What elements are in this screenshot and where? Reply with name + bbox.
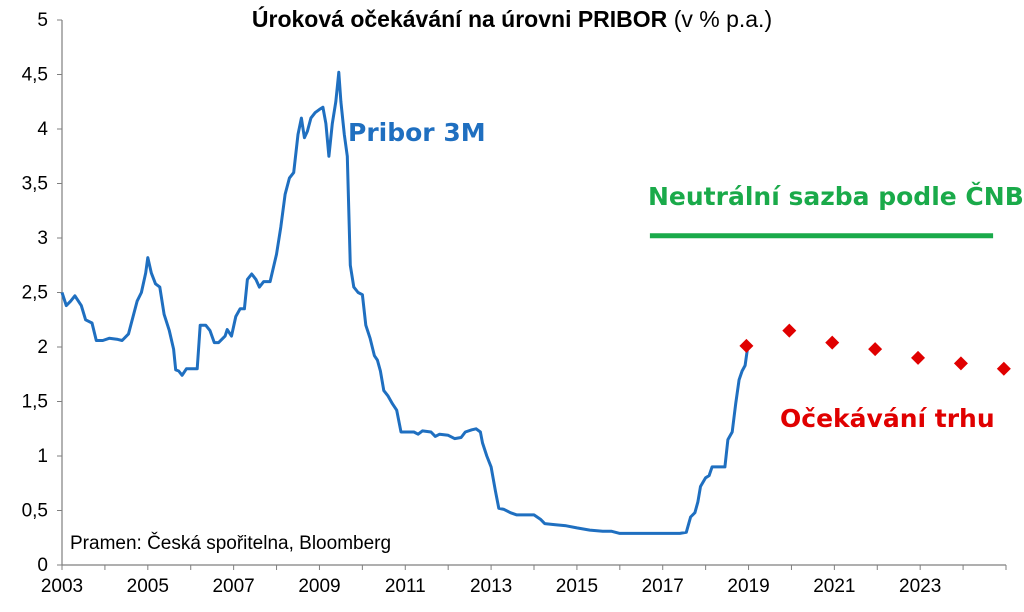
source-note: Pramen: Česká spořitelna, Bloomberg — [70, 533, 392, 554]
y-tick-label: 3 — [37, 228, 48, 249]
y-tick-label: 1 — [37, 446, 48, 467]
y-tick-label: 0,5 — [22, 501, 48, 522]
market-expectation-point — [953, 356, 968, 371]
pribor-3m-label: Pribor 3M — [348, 118, 486, 147]
market-expectation-point — [782, 323, 797, 338]
y-tick-label: 3,5 — [22, 174, 48, 195]
y-tick-label: 1,5 — [22, 392, 48, 413]
y-tick-label: 4,5 — [22, 65, 48, 86]
x-tick-label: 2015 — [556, 576, 598, 597]
neutral-rate-label: Neutrální sazba podle ČNB — [648, 182, 1024, 211]
x-tick-label: 2005 — [127, 576, 169, 597]
chart-title-main: Úroková očekávání na úrovni PRIBOR — [251, 6, 668, 32]
y-tick-label: 2,5 — [22, 283, 48, 304]
x-tick-label: 2011 — [385, 576, 426, 597]
x-tick-label: 2023 — [899, 576, 941, 597]
market-expectation-point — [825, 335, 840, 350]
chart-title: Úroková očekávání na úrovni PRIBOR (v % … — [0, 6, 1024, 33]
x-tick-label: 2013 — [470, 576, 512, 597]
chart-title-unit: (v % p.a.) — [673, 6, 773, 32]
y-tick-label: 2 — [37, 337, 48, 358]
market-expectation-point — [996, 361, 1011, 376]
market-expectation-point — [911, 350, 926, 365]
x-tick-label: 2003 — [41, 576, 83, 597]
y-tick-label: 5 — [37, 10, 48, 31]
x-tick-label: 2021 — [813, 576, 855, 597]
x-tick-label: 2019 — [727, 576, 769, 597]
market-expectation-point — [868, 342, 883, 357]
pribor-3m-line — [60, 70, 750, 535]
x-tick-label: 2009 — [298, 576, 340, 597]
market-expectation-point — [739, 338, 754, 353]
market-expectations-label: Očekávání trhu — [780, 404, 995, 433]
y-tick-label: 4 — [37, 119, 48, 140]
y-tick-label: 0 — [37, 555, 48, 576]
x-tick-label: 2017 — [642, 576, 684, 597]
x-tick-label: 2007 — [212, 576, 254, 597]
